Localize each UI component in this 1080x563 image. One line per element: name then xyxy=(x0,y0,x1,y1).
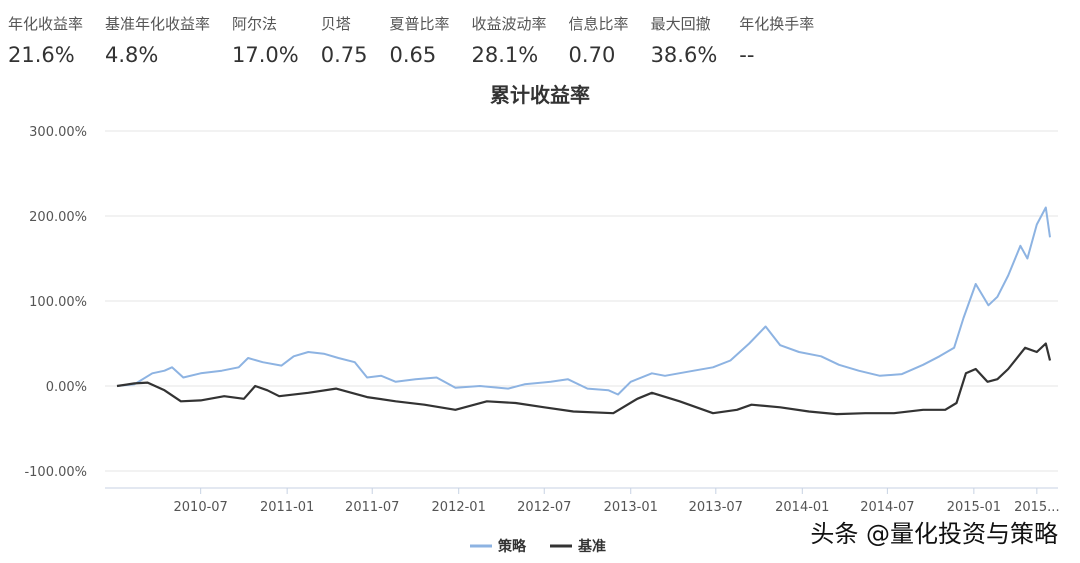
stat-value: 28.1% xyxy=(471,43,539,67)
legend-label: 基准 xyxy=(578,538,606,555)
stat-sharpe: 夏普比率 0.65 xyxy=(390,14,450,70)
stat-label: 收益波动率 xyxy=(471,15,547,33)
x-tick-label: 2014-07 xyxy=(860,500,914,515)
stat-max-drawdown: 最大回撤 38.6% xyxy=(651,14,718,70)
stat-alpha: 阿尔法 17.0% xyxy=(232,14,299,70)
series-line-benchmark xyxy=(116,342,1052,416)
stat-value: 0.75 xyxy=(320,43,368,67)
stat-annual-return: 年化收益率 21.6% xyxy=(8,14,83,70)
x-tick-label: 2011-07 xyxy=(345,500,399,515)
stat-beta: 贝塔 0.75 xyxy=(321,14,368,70)
x-tick-label: 2013-01 xyxy=(604,500,658,515)
y-tick-label: 100.00% xyxy=(29,295,87,310)
chart-series xyxy=(116,206,1052,416)
chart-legend: 策略 基准 xyxy=(470,538,606,555)
x-tick-label: 2013-07 xyxy=(689,500,743,515)
stat-label: 基准年化收益率 xyxy=(105,15,211,33)
chart-title: 累计收益率 xyxy=(490,83,590,107)
stat-value: 0.65 xyxy=(389,43,437,67)
stat-information-ratio: 信息比率 0.70 xyxy=(569,14,629,70)
x-tick-label: 2011-01 xyxy=(260,500,314,515)
x-tick-label: 2015-01 xyxy=(947,500,1001,515)
x-tick-label: 2012-01 xyxy=(432,500,486,515)
stat-label: 阿尔法 xyxy=(232,15,278,33)
stat-value: 38.6% xyxy=(650,43,718,67)
legend-label: 策略 xyxy=(497,538,527,555)
stat-value: 17.0% xyxy=(232,43,299,67)
x-axis: 2010-07 2011-01 2011-07 2012-01 2012-07 2013-… xyxy=(105,487,1060,515)
x-tick-label: 2015... xyxy=(1014,500,1059,515)
stat-label: 贝塔 xyxy=(320,15,351,33)
stat-value: 0.70 xyxy=(568,43,616,67)
x-tick-label: 2012-07 xyxy=(517,500,571,515)
y-tick-label: 200.00% xyxy=(29,210,87,225)
stat-value: -- xyxy=(739,43,755,67)
stat-volatility: 收益波动率 28.1% xyxy=(472,14,547,70)
x-tick-label: 2010-07 xyxy=(174,500,228,515)
stat-label: 最大回撤 xyxy=(650,15,711,33)
stat-label: 年化换手率 xyxy=(739,15,815,33)
watermark: 头条 @量化投资与策略 xyxy=(804,512,1064,551)
y-axis: -100.00% 0.00% 100.00% 200.00% 300.00% xyxy=(24,125,87,480)
stat-label: 信息比率 xyxy=(568,15,629,33)
stat-value: 4.8% xyxy=(105,43,159,67)
chart-grid xyxy=(105,130,1058,472)
y-tick-label: -100.00% xyxy=(24,465,87,480)
x-tick-label: 2014-01 xyxy=(775,500,829,515)
stat-label: 夏普比率 xyxy=(389,15,450,33)
stats-bar: 年化收益率 21.6% 基准年化收益率 4.8% 阿尔法 17.0% 贝塔 0.… xyxy=(8,14,836,70)
stat-turnover: 年化换手率 -- xyxy=(739,14,814,70)
y-tick-label: 0.00% xyxy=(46,380,87,395)
stat-benchmark-annual-return: 基准年化收益率 4.8% xyxy=(105,14,210,70)
series-line-strategy xyxy=(116,206,1051,396)
y-tick-label: 300.00% xyxy=(29,125,87,140)
stat-label: 年化收益率 xyxy=(8,15,84,33)
stat-value: 21.6% xyxy=(8,43,75,67)
